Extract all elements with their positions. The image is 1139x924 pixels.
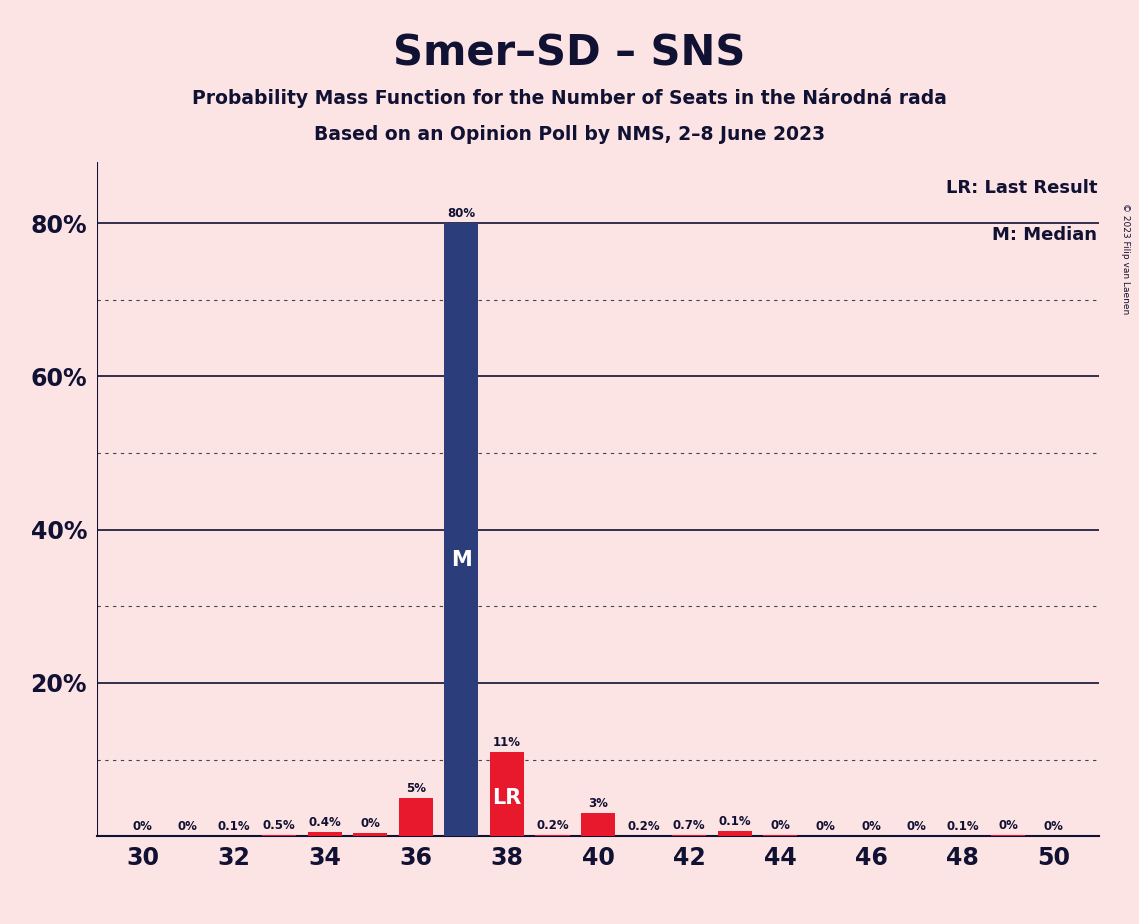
Text: 0.7%: 0.7% (673, 819, 705, 832)
Bar (399, 798, 433, 836)
Text: 0.5%: 0.5% (263, 820, 295, 833)
Text: Based on an Opinion Poll by NMS, 2–8 June 2023: Based on an Opinion Poll by NMS, 2–8 Jun… (314, 125, 825, 144)
Text: 0%: 0% (816, 821, 836, 833)
Text: 3%: 3% (588, 797, 608, 810)
Text: LR: LR (492, 788, 522, 808)
Text: 0%: 0% (770, 820, 790, 833)
Text: 0%: 0% (998, 820, 1018, 833)
Text: 0.1%: 0.1% (218, 821, 249, 833)
Text: Smer–SD – SNS: Smer–SD – SNS (393, 32, 746, 74)
Text: 0%: 0% (360, 817, 380, 830)
Bar (444, 223, 478, 836)
Text: Probability Mass Function for the Number of Seats in the Národná rada: Probability Mass Function for the Number… (192, 88, 947, 108)
Text: 0%: 0% (1043, 821, 1064, 833)
Text: 0.1%: 0.1% (719, 815, 751, 828)
Text: 80%: 80% (448, 207, 475, 220)
Text: 0%: 0% (907, 821, 927, 833)
Text: 0.1%: 0.1% (947, 821, 978, 833)
Text: M: Median: M: Median (992, 225, 1097, 244)
Text: 11%: 11% (493, 736, 521, 748)
Text: 5%: 5% (405, 782, 426, 795)
Text: M: M (451, 551, 472, 570)
Text: 0.4%: 0.4% (309, 816, 341, 830)
Bar (308, 833, 342, 836)
Text: 0.2%: 0.2% (628, 821, 659, 833)
Text: © 2023 Filip van Laenen: © 2023 Filip van Laenen (1121, 203, 1130, 314)
Text: 0.2%: 0.2% (536, 819, 568, 832)
Bar (581, 813, 615, 836)
Text: 0%: 0% (178, 821, 198, 833)
Bar (490, 752, 524, 836)
Bar (535, 834, 570, 836)
Bar (353, 833, 387, 836)
Text: LR: Last Result: LR: Last Result (945, 178, 1097, 197)
Bar (718, 831, 752, 836)
Bar (672, 834, 706, 836)
Text: 0%: 0% (132, 821, 153, 833)
Text: 0%: 0% (861, 821, 882, 833)
